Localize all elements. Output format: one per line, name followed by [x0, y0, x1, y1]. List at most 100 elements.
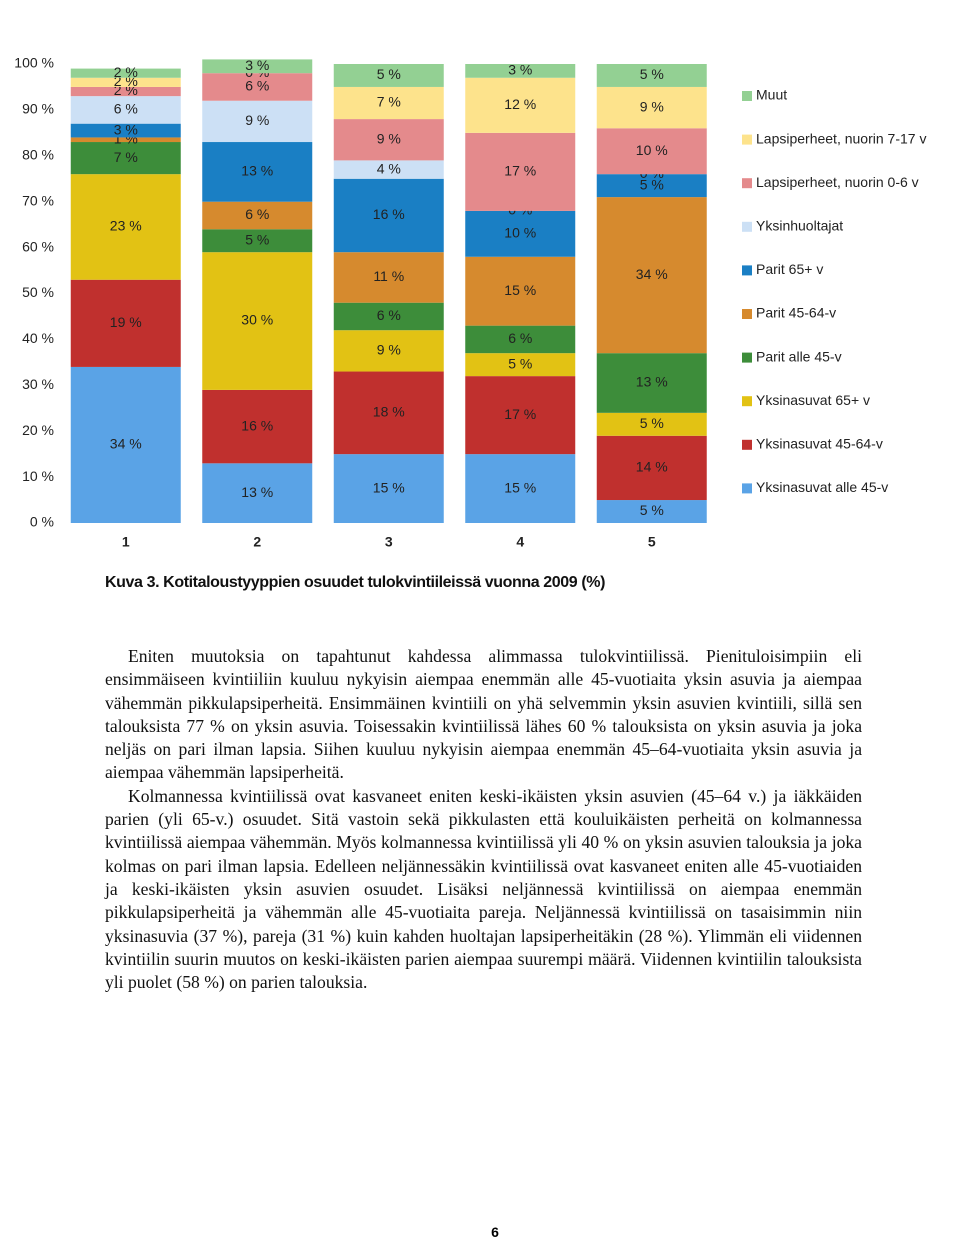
- bar-segment: [202, 59, 313, 74]
- y-tick-label: 40 %: [22, 330, 54, 346]
- y-tick-label: 80 %: [22, 147, 54, 163]
- y-tick-label: 20 %: [22, 422, 54, 438]
- legend-label: Lapsiperheet, nuorin 0-6 v: [756, 174, 919, 190]
- data-label: 9 %: [377, 342, 401, 358]
- data-label: 5 %: [508, 355, 532, 371]
- data-label: 5 %: [640, 502, 664, 518]
- data-label: 13 %: [241, 163, 273, 179]
- paragraph: Kolmannessa kvintiilissä ovat kasvaneet …: [105, 785, 862, 993]
- bar-segment: [596, 353, 707, 413]
- data-label: 9 %: [640, 98, 664, 114]
- page-number: 6: [491, 1224, 499, 1240]
- data-label: 16 %: [373, 206, 405, 222]
- data-label: 9 %: [245, 112, 269, 128]
- data-label: 4 %: [377, 160, 401, 176]
- data-label: 5 %: [640, 66, 664, 82]
- data-label: 5 %: [640, 176, 664, 192]
- legend-swatch: [742, 178, 752, 189]
- legend-label: Yksinasuvat 45-64-v: [756, 436, 883, 452]
- data-label: 6 %: [508, 330, 532, 346]
- data-label: 6 %: [114, 101, 138, 117]
- data-label: 3 %: [114, 121, 138, 137]
- data-label: 34 %: [636, 266, 668, 282]
- data-label: 7 %: [114, 149, 138, 165]
- data-label: 15 %: [504, 282, 536, 298]
- data-label: 9 %: [377, 130, 401, 146]
- data-label: 30 %: [241, 312, 273, 328]
- bar-segment: [70, 279, 181, 367]
- bar-segment: [596, 197, 707, 354]
- bar-segment: [202, 229, 313, 253]
- y-tick-label: 30 %: [22, 376, 54, 392]
- data-label: 15 %: [373, 479, 405, 495]
- bar-segment: [70, 174, 181, 280]
- y-tick-label: 0 %: [30, 514, 54, 530]
- paragraph: Eniten muutoksia on tapahtunut kahdessa …: [105, 646, 862, 783]
- data-label: 5 %: [245, 231, 269, 247]
- bar-segment: [465, 325, 576, 354]
- legend-swatch: [742, 91, 752, 101]
- legend-label: Parit 45-64-v: [756, 305, 836, 321]
- bar-segment: [465, 77, 576, 133]
- data-label: 3 %: [508, 62, 532, 78]
- y-tick-label: 60 %: [22, 238, 54, 254]
- data-label: 10 %: [504, 225, 536, 241]
- bar-segment: [202, 201, 313, 230]
- legend-label: Yksinasuvat alle 45-v: [756, 479, 888, 495]
- y-tick-label: 90 %: [22, 101, 54, 117]
- data-label: 16 %: [241, 417, 273, 433]
- bar-segment: [596, 435, 707, 501]
- chart: 0 % 10 % 20 % 30 % 40 % 50 % 60 % 70 % 80 % 90 % 1…: [14, 55, 926, 550]
- legend-swatch: [742, 221, 752, 232]
- data-label: 15 %: [504, 479, 536, 495]
- bar-segment: [465, 210, 576, 257]
- data-label: 17 %: [504, 406, 536, 422]
- data-label: 5 %: [377, 66, 401, 82]
- x-tick-label: 3: [385, 534, 393, 550]
- bar-segment: [202, 463, 313, 523]
- data-label: 17 %: [504, 163, 536, 179]
- legend-label: Muut: [756, 87, 787, 103]
- bar-segment: [70, 77, 181, 87]
- bar-segment: [70, 366, 181, 523]
- bar-segment: [596, 64, 707, 87]
- legend-label: Lapsiperheet, nuorin 7-17 v: [756, 130, 926, 146]
- data-label: 13 %: [636, 374, 668, 390]
- bar-segment: [333, 371, 444, 455]
- data-label: 2 %: [114, 64, 138, 80]
- x-tick-label: 1: [122, 534, 130, 550]
- y-tick-label: 50 %: [22, 284, 54, 300]
- bar-segment: [70, 96, 181, 124]
- bar-segment: [70, 142, 181, 175]
- y-tick-label: 100 %: [14, 55, 54, 71]
- bar-segment: [465, 353, 576, 377]
- data-label: 7 %: [377, 94, 401, 110]
- bar-segment: [465, 64, 576, 78]
- data-label: 10 %: [636, 142, 668, 158]
- legend-label: Yksinasuvat 65+ v: [756, 392, 870, 408]
- bar-segment: [70, 137, 181, 143]
- legend-swatch: [742, 309, 752, 319]
- bar-segment: [333, 330, 444, 372]
- data-label: 34 %: [110, 436, 142, 452]
- bar-segment: [202, 100, 313, 143]
- x-tick-label: 4: [516, 534, 524, 550]
- bar-segment: [70, 123, 181, 138]
- x-tick-label: 2: [253, 534, 261, 550]
- bar-segment: [70, 86, 181, 97]
- bar-segment: [202, 252, 313, 390]
- bar-segment: [465, 454, 576, 523]
- x-tick-label: 5: [648, 534, 656, 550]
- data-label: 5 %: [640, 415, 664, 431]
- figure-caption: Kuva 3. Kotitaloustyyppien osuudet tulok…: [105, 574, 606, 591]
- bar-segment: [333, 119, 444, 161]
- legend-label: Parit 65+ v: [756, 261, 823, 277]
- bar-segment: [596, 500, 707, 523]
- bar-segment: [465, 132, 576, 211]
- legend-label: Parit alle 45-v: [756, 348, 842, 364]
- data-label: 6 %: [245, 206, 269, 222]
- bar-segment: [333, 252, 444, 303]
- bar-segment: [333, 160, 444, 179]
- legend-swatch: [742, 352, 752, 363]
